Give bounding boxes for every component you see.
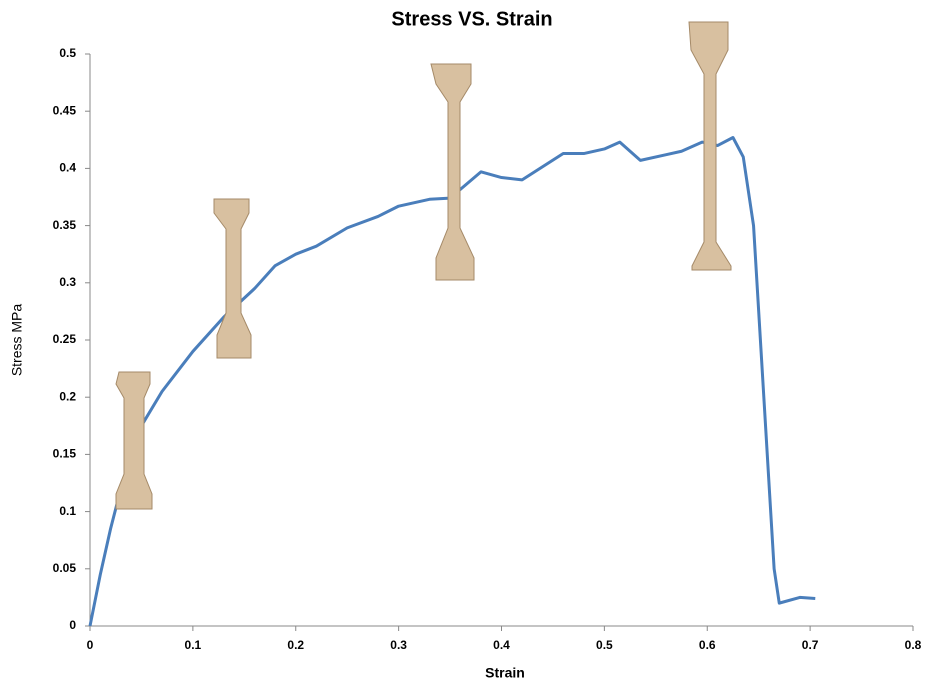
y-tick-label: 0.5 — [59, 46, 76, 60]
specimen — [688, 21, 732, 271]
specimen-images — [115, 21, 732, 510]
y-tick-label: 0.35 — [53, 218, 77, 232]
x-tick-label: 0.7 — [802, 638, 819, 652]
x-tick-label: 0.2 — [287, 638, 304, 652]
x-tick-label: 0.8 — [905, 638, 922, 652]
y-tick-label: 0 — [69, 618, 76, 632]
x-axis-label: Strain — [485, 665, 525, 681]
y-tick-label: 0.4 — [59, 161, 76, 175]
specimen — [213, 198, 252, 359]
y-tick-label: 0.05 — [53, 561, 77, 575]
y-axis-label: Stress MPa — [9, 304, 25, 377]
x-tick-label: 0.1 — [185, 638, 202, 652]
x-tick-label: 0.4 — [493, 638, 510, 652]
x-tick-label: 0.3 — [390, 638, 407, 652]
specimen — [430, 63, 475, 281]
y-tick-label: 0.3 — [59, 275, 76, 289]
specimen — [115, 371, 153, 510]
data-line — [88, 136, 816, 627]
y-tick-label: 0.15 — [53, 447, 77, 461]
y-tick-label: 0.1 — [59, 504, 76, 518]
y-tick-label: 0.45 — [53, 103, 77, 117]
y-tick-label: 0.2 — [59, 389, 76, 403]
y-tick-label: 0.25 — [53, 332, 77, 346]
x-tick-label: 0 — [87, 638, 94, 652]
x-tick-label: 0.5 — [596, 638, 613, 652]
x-tick-label: 0.6 — [699, 638, 716, 652]
chart-title: Stress VS. Strain — [391, 8, 552, 30]
